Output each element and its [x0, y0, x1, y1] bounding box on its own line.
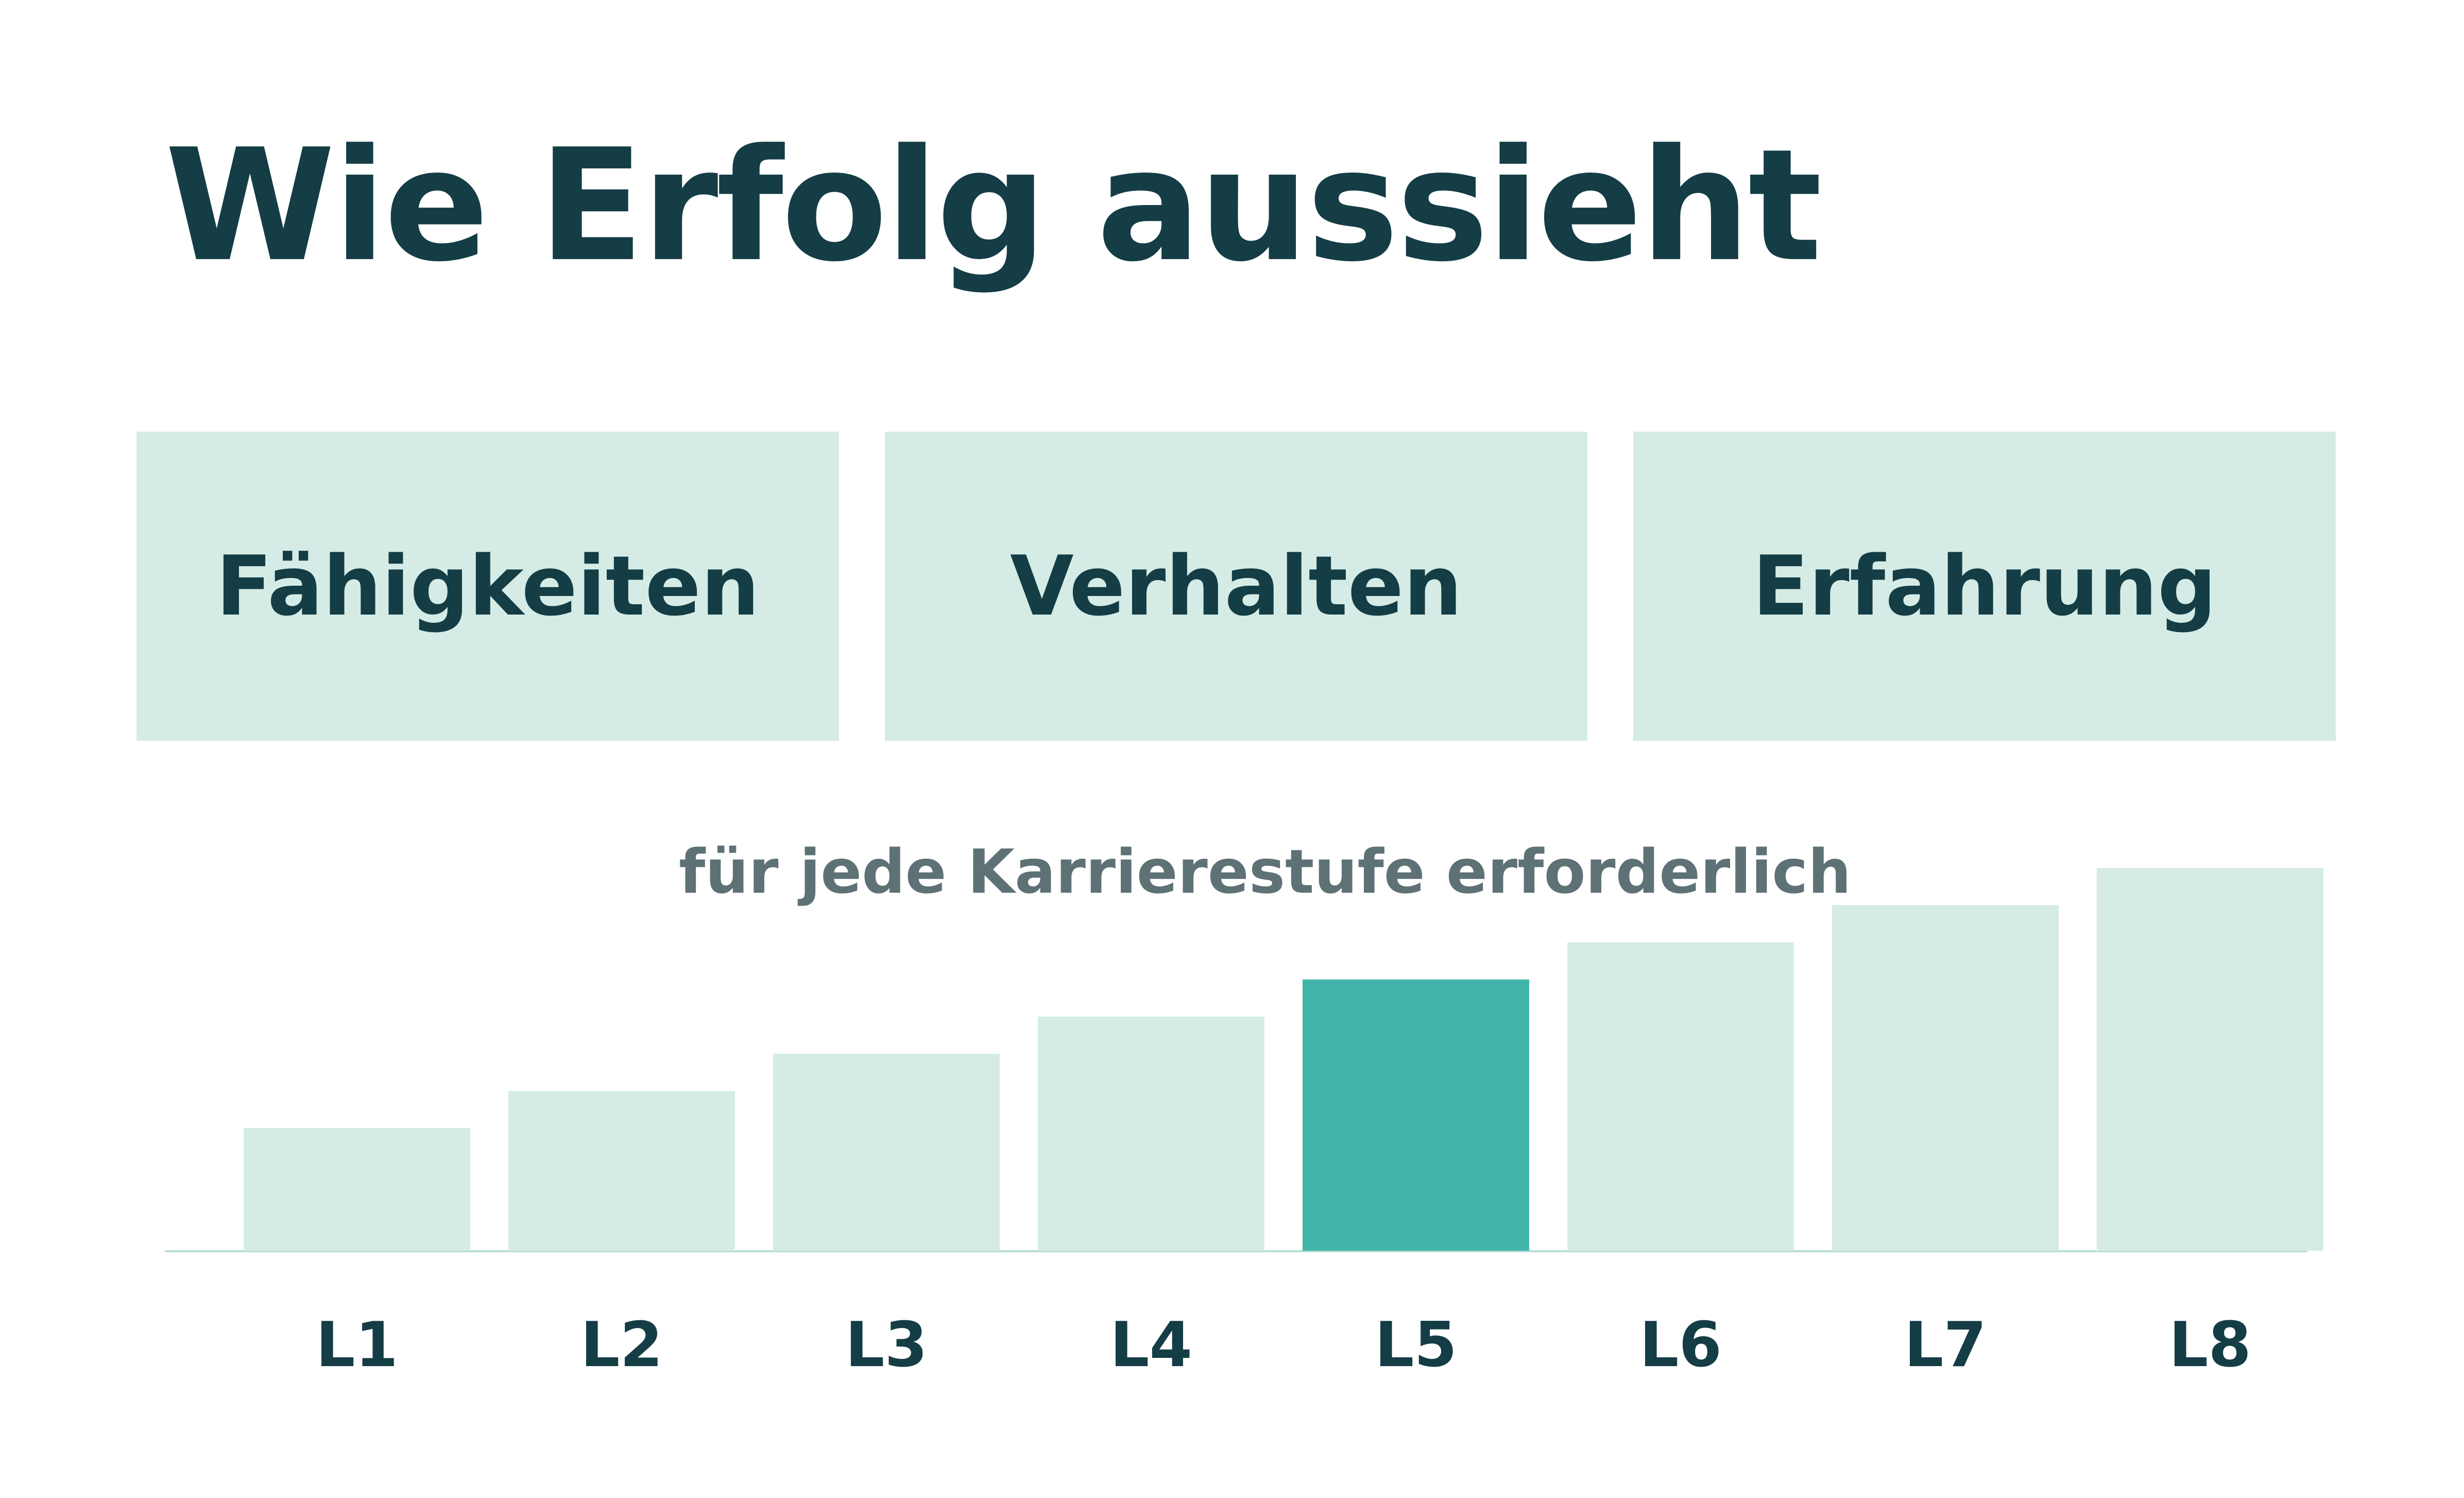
bar-l8: [2097, 868, 2323, 1251]
tick-label-l6: L6: [1639, 1309, 1722, 1381]
skills-label: Fähigkeiten: [216, 538, 760, 634]
skills-box: Fähigkeiten: [136, 432, 839, 741]
tick-label-l4: L4: [1110, 1309, 1192, 1381]
experience-box: Erfahrung: [1633, 432, 2336, 741]
behavior-box: Verhalten: [885, 432, 1587, 741]
page-title: Wie Erfolg aussieht: [165, 116, 1822, 296]
tick-label-l3: L3: [845, 1309, 928, 1381]
bar-l2: [508, 1091, 735, 1251]
bar-l1: [244, 1128, 470, 1251]
tick-label-l1: L1: [316, 1309, 398, 1381]
experience-label: Erfahrung: [1752, 538, 2217, 634]
chart-subtitle: für jede Karrierestufe erforderlich: [679, 836, 1852, 907]
tick-label-l7: L7: [1904, 1309, 1987, 1381]
bar-l4: [1038, 1016, 1264, 1251]
bar-l3: [773, 1053, 1000, 1251]
bar-l5: [1303, 979, 1529, 1251]
bar-l6: [1567, 942, 1794, 1251]
tick-label-l2: L2: [580, 1309, 663, 1381]
bar-l7: [1832, 905, 2059, 1251]
tick-label-l5: L5: [1375, 1309, 1457, 1381]
behavior-label: Verhalten: [1009, 538, 1463, 634]
tick-label-l8: L8: [2169, 1309, 2251, 1381]
